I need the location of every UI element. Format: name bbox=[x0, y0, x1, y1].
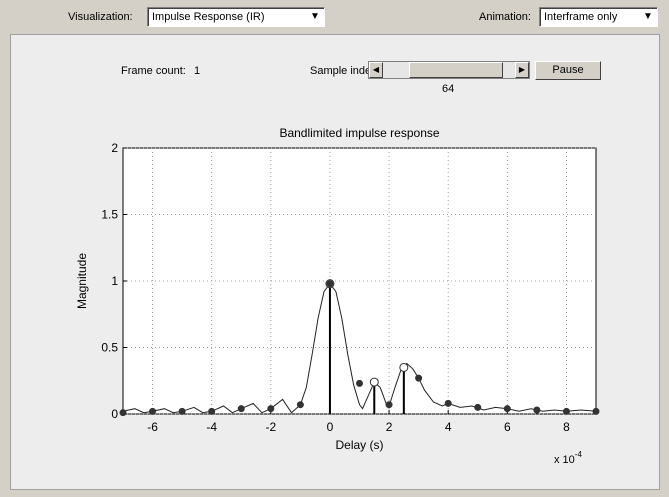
axis-ticks: -6 -4 -2 0 2 4 6 8 0 0.5 1 1.5 2 bbox=[101, 141, 570, 434]
sample-point bbox=[178, 407, 186, 415]
toolbar: Visualization: Impulse Response (IR) ▼ A… bbox=[0, 0, 669, 34]
sample-point bbox=[592, 407, 600, 415]
slider-left-arrow-icon[interactable]: ◀ bbox=[369, 62, 383, 78]
x-tick-label: -2 bbox=[265, 420, 276, 434]
stems bbox=[325, 279, 409, 414]
x-axis-multiplier-base: x 10 bbox=[554, 454, 575, 466]
sample-index-value: 64 bbox=[442, 83, 455, 95]
chevron-down-icon[interactable]: ▼ bbox=[640, 9, 656, 25]
x-tick-label: -6 bbox=[147, 420, 158, 434]
sample-point bbox=[326, 280, 334, 288]
sample-point bbox=[356, 379, 363, 387]
sample-point bbox=[208, 407, 216, 415]
sample-point bbox=[119, 409, 127, 417]
pause-button[interactable]: Pause bbox=[535, 61, 601, 80]
x-tick-label: -4 bbox=[206, 420, 217, 434]
sample-point bbox=[149, 407, 157, 415]
animation-select-value: Interframe only bbox=[544, 11, 618, 23]
visualization-select-value: Impulse Response (IR) bbox=[152, 11, 265, 23]
y-tick-label: 1 bbox=[111, 274, 118, 288]
sample-point bbox=[415, 374, 423, 382]
stem-marker bbox=[399, 362, 409, 372]
y-tick-label: 1.5 bbox=[101, 208, 118, 222]
sample-point bbox=[474, 403, 482, 411]
sample-point bbox=[444, 399, 452, 407]
x-axis-multiplier-exponent: -4 bbox=[575, 450, 583, 459]
x-tick-label: 6 bbox=[504, 420, 511, 434]
chart-title: Bandlimited impulse response bbox=[279, 126, 439, 140]
sample-index-label: Sample index: bbox=[310, 65, 380, 77]
stem-marker bbox=[369, 377, 379, 387]
sample-point bbox=[533, 406, 541, 414]
frame-count-value: 1 bbox=[194, 65, 201, 77]
sample-point bbox=[562, 407, 570, 415]
sample-point bbox=[385, 401, 393, 409]
slider-right-arrow-icon[interactable]: ▶ bbox=[515, 62, 529, 78]
animation-label: Animation: bbox=[479, 11, 531, 23]
y-tick-label: 0 bbox=[111, 407, 118, 421]
frame-count-label: Frame count: bbox=[121, 65, 186, 77]
sample-point bbox=[296, 401, 304, 409]
samples bbox=[119, 280, 600, 417]
x-tick-label: 8 bbox=[563, 420, 570, 434]
y-tick-label: 0.5 bbox=[101, 341, 118, 355]
sample-point bbox=[503, 405, 511, 413]
visualization-label: Visualization: bbox=[68, 11, 133, 23]
x-tick-label: 4 bbox=[445, 420, 452, 434]
chevron-down-icon[interactable]: ▼ bbox=[307, 9, 323, 25]
x-tick-label: 0 bbox=[327, 420, 334, 434]
visualization-select[interactable]: Impulse Response (IR) ▼ bbox=[147, 7, 325, 27]
x-axis-multiplier: x 10-4 bbox=[554, 450, 582, 466]
sample-point bbox=[267, 405, 275, 413]
y-axis-label: Magnitude bbox=[75, 253, 89, 309]
animation-select[interactable]: Interframe only ▼ bbox=[539, 7, 658, 27]
x-axis-label: Delay (s) bbox=[335, 438, 383, 452]
y-tick-label: 2 bbox=[111, 141, 118, 155]
sample-index-slider[interactable]: ◀ ▶ bbox=[368, 61, 530, 79]
slider-thumb[interactable] bbox=[409, 62, 503, 78]
sample-point bbox=[237, 405, 245, 413]
x-tick-label: 2 bbox=[386, 420, 393, 434]
